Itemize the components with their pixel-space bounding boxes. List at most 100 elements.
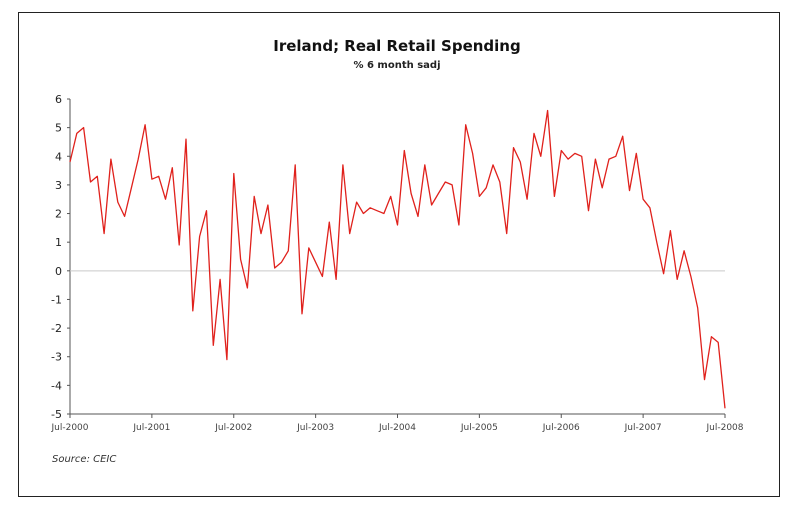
data-point (506, 232, 508, 234)
data-point (314, 261, 316, 263)
data-point (274, 267, 276, 269)
data-point (512, 147, 514, 149)
y-tick-label: 5 (55, 122, 62, 135)
y-tick-label: 1 (55, 236, 62, 249)
data-point (424, 164, 426, 166)
data-point (574, 152, 576, 154)
data-point (103, 232, 105, 234)
x-tick-label: Jul-2005 (460, 423, 498, 433)
x-tick-labels: Jul-2000 Jul-2001 Jul-2002 Jul-2003 Jul-2004… (50, 414, 744, 433)
data-point (403, 149, 405, 151)
data-point (540, 155, 542, 157)
data-point (246, 287, 248, 289)
data-point (376, 210, 378, 212)
data-point (233, 172, 235, 174)
y-tick-labels: 6 5 4 3 2 1 0 -1 -2 -3 -4 -5 (51, 93, 70, 421)
data-point (205, 210, 207, 212)
data-point (260, 232, 262, 234)
data-point (328, 221, 330, 223)
data-point (492, 164, 494, 166)
data-point (130, 187, 132, 189)
data-point (253, 195, 255, 197)
data-point (485, 187, 487, 189)
data-point (219, 278, 221, 280)
data-point (171, 167, 173, 169)
x-tick-label: Jul-2001 (132, 423, 170, 433)
data-point (267, 204, 269, 206)
data-point (178, 244, 180, 246)
data-point (355, 201, 357, 203)
chart-frame (18, 12, 780, 497)
data-point (117, 201, 119, 203)
y-tick-label: -1 (51, 293, 62, 306)
data-point (560, 149, 562, 151)
data-point (622, 135, 624, 137)
data-point (76, 132, 78, 134)
data-point (294, 164, 296, 166)
y-tick-label: -4 (51, 379, 62, 392)
y-tick-label: 6 (55, 93, 62, 106)
data-point (383, 212, 385, 214)
data-point (430, 204, 432, 206)
series-line (69, 109, 726, 409)
data-point (69, 161, 71, 163)
y-tick-label: -3 (51, 351, 62, 364)
data-point (649, 207, 651, 209)
data-point (628, 189, 630, 191)
data-point (96, 175, 98, 177)
x-tick-label: Jul-2000 (50, 423, 88, 433)
data-point (499, 181, 501, 183)
data-point (669, 230, 671, 232)
data-point (280, 261, 282, 263)
data-point (635, 152, 637, 154)
data-point (458, 224, 460, 226)
data-point (546, 109, 548, 111)
data-point (342, 164, 344, 166)
data-point (594, 158, 596, 160)
data-point (526, 198, 528, 200)
data-point (608, 158, 610, 160)
data-point (724, 407, 726, 409)
y-tick-label: -5 (51, 408, 62, 421)
data-point (369, 207, 371, 209)
x-tick-label: Jul-2006 (542, 423, 580, 433)
data-point (137, 158, 139, 160)
data-point (444, 181, 446, 183)
data-point (417, 215, 419, 217)
x-tick-label: Jul-2007 (624, 423, 662, 433)
data-point (465, 124, 467, 126)
data-point (287, 250, 289, 252)
data-point (662, 273, 664, 275)
data-point (533, 132, 535, 134)
data-point (192, 310, 194, 312)
y-tick-label: 3 (55, 179, 62, 192)
data-point (89, 181, 91, 183)
data-point (185, 138, 187, 140)
data-point (239, 258, 241, 260)
data-point (396, 224, 398, 226)
data-point (82, 126, 84, 128)
data-point (587, 210, 589, 212)
y-tick-label: 2 (55, 208, 62, 221)
data-point (676, 278, 678, 280)
x-tick-label: Jul-2002 (214, 423, 252, 433)
data-point (471, 152, 473, 154)
data-point (226, 358, 228, 360)
data-point (321, 275, 323, 277)
data-point (581, 155, 583, 157)
data-point (212, 344, 214, 346)
data-point (110, 158, 112, 160)
x-tick-label: Jul-2003 (296, 423, 334, 433)
data-point (478, 195, 480, 197)
data-point (697, 307, 699, 309)
data-point (144, 124, 146, 126)
data-point (601, 187, 603, 189)
data-point (451, 184, 453, 186)
data-point (123, 215, 125, 217)
data-point (198, 235, 200, 237)
data-point (683, 250, 685, 252)
data-point (553, 195, 555, 197)
data-point (519, 161, 521, 163)
data-point (717, 341, 719, 343)
